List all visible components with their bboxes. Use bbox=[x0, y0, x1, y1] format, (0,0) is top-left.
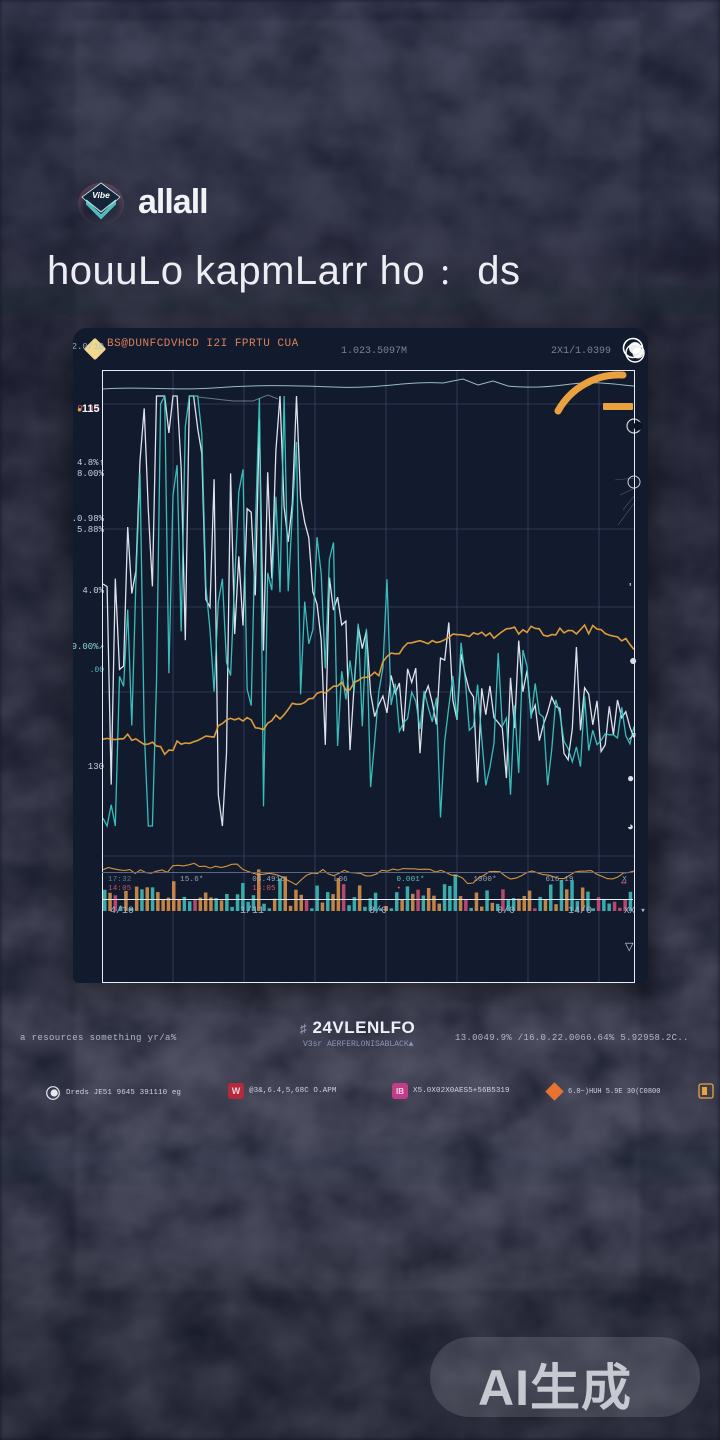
svg-text:↗: ↗ bbox=[627, 729, 637, 743]
svg-text:●: ● bbox=[627, 771, 634, 785]
svg-text:': ' bbox=[629, 580, 631, 595]
svg-text:●: ● bbox=[629, 652, 637, 668]
svg-text:▪▪: ▪▪ bbox=[621, 878, 627, 887]
svg-text:▽: ▽ bbox=[625, 941, 634, 953]
svg-text:Vibe: Vibe bbox=[92, 190, 110, 200]
svg-text:◕: ◕ bbox=[627, 821, 634, 833]
